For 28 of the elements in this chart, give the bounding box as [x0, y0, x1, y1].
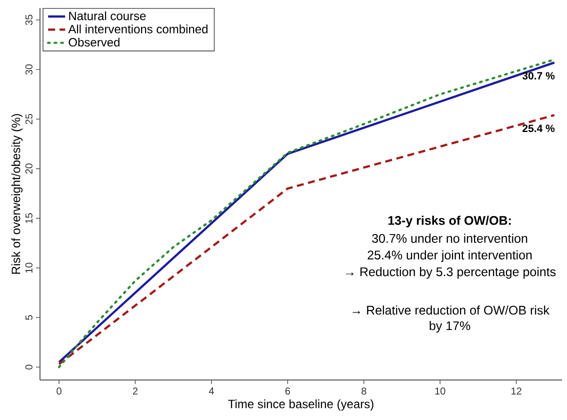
x-tick-label: 2 — [132, 388, 138, 394]
y-tick-label: 25 — [25, 114, 32, 124]
y-tick-label: 0 — [25, 364, 32, 370]
y-tick-label: 20 — [25, 164, 32, 174]
annotation: → Reduction by 5.3 percentage points — [346, 267, 556, 279]
annotation: 30.7% under no intervention — [372, 234, 528, 243]
legend-label: Natural course — [69, 11, 146, 20]
annotation: 13-y risks of OW/OB: — [388, 216, 511, 228]
annotation: 25.4% under joint intervention — [368, 250, 532, 262]
annotation: by 17% — [430, 320, 470, 333]
y-tick-label: 35 — [25, 14, 32, 26]
x-tick-label: 8 — [362, 388, 366, 395]
y-tick-label: 15 — [26, 213, 32, 224]
y-tick-label: 10 — [25, 262, 32, 273]
legend-label: Observed — [68, 38, 120, 47]
x-tick-label: 10 — [435, 388, 446, 395]
legend-label: All interventions combined — [68, 24, 208, 34]
y-tick-label: 30 — [25, 64, 32, 75]
x-tick-label: 0 — [56, 388, 62, 395]
x-tick-label: 6 — [285, 388, 290, 395]
x-axis-title: Time since baseline (years) — [228, 399, 374, 411]
y-tick-label: 5 — [26, 315, 32, 320]
annotation: → Relative reduction of OW/OB risk — [352, 305, 550, 315]
annotation: 25.4 % — [522, 124, 555, 132]
y-axis-title: Risk of overweight/obesity (%) — [11, 114, 23, 274]
x-tick-label: 4 — [208, 388, 214, 394]
x-tick-label: 12 — [511, 388, 522, 394]
annotation: 30.7 % — [522, 72, 555, 80]
